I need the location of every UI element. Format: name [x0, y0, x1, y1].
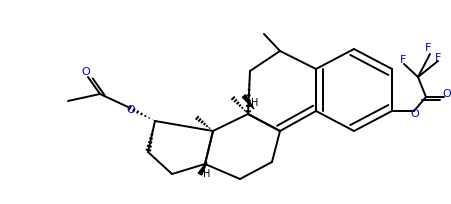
Text: O: O: [410, 109, 419, 118]
Text: O: O: [126, 104, 135, 114]
Text: F: F: [434, 53, 440, 63]
Polygon shape: [242, 95, 253, 110]
Text: O: O: [82, 67, 90, 77]
Polygon shape: [198, 162, 207, 175]
Text: H: H: [203, 168, 210, 178]
Text: O: O: [442, 89, 451, 99]
Text: F: F: [424, 43, 430, 53]
Text: F: F: [399, 55, 405, 65]
Text: H: H: [251, 98, 258, 108]
